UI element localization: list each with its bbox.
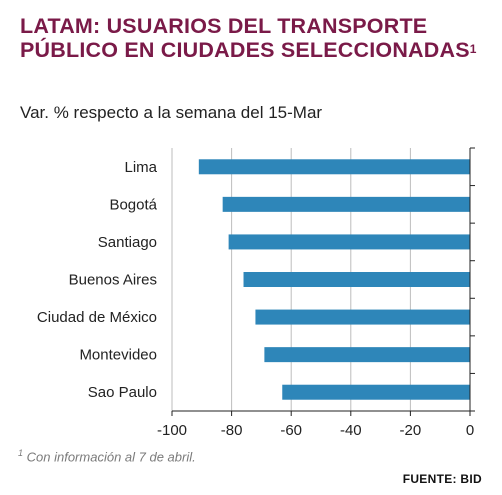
x-tick-label: -100 <box>157 422 187 439</box>
x-tick-label: -60 <box>280 422 302 439</box>
category-label: Santiago <box>98 234 157 251</box>
title-footnote-marker: 1 <box>469 42 477 56</box>
bar <box>243 272 470 287</box>
x-tick-label: -80 <box>221 422 243 439</box>
bar <box>222 196 470 212</box>
bar <box>282 384 470 400</box>
footnote-text: Con información al 7 de abril. <box>26 449 196 465</box>
source-label: FUENTE: BID <box>402 472 482 486</box>
bars <box>198 159 470 400</box>
footnote-marker: 1 <box>18 448 24 458</box>
category-label: Buenos Aires <box>69 272 157 289</box>
category-label: Bogotá <box>109 196 157 213</box>
bar <box>228 234 470 250</box>
bar <box>198 159 470 175</box>
labels: -100 -80 -60 -40 -20 0 Lima Bogotá Santiago Bueno… <box>37 159 474 439</box>
bar-chart: -100 -80 -60 -40 -20 0 Lima Bogotá Santiago Bueno… <box>37 147 475 439</box>
chart-subtitle: Var. % respecto a la semana del 15-Mar <box>20 103 323 122</box>
bar <box>264 347 470 363</box>
category-label: Lima <box>124 159 157 176</box>
x-tick-label: -40 <box>340 422 362 439</box>
footnote: 1 Con información al 7 de abril. <box>18 448 196 464</box>
chart-title-text: LATAM: USUARIOS DEL TRANSPORTE PÚBLICO E… <box>20 14 470 62</box>
bar <box>255 309 470 325</box>
x-tick-label: 0 <box>466 422 474 439</box>
category-label: Ciudad de México <box>37 309 157 326</box>
x-tick-label: -20 <box>400 422 422 439</box>
axes <box>171 147 475 416</box>
chart-title: LATAM: USUARIOS DEL TRANSPORTE PÚBLICO E… <box>20 14 490 62</box>
category-label: Sao Paulo <box>88 384 157 401</box>
category-label: Montevideo <box>79 347 157 364</box>
